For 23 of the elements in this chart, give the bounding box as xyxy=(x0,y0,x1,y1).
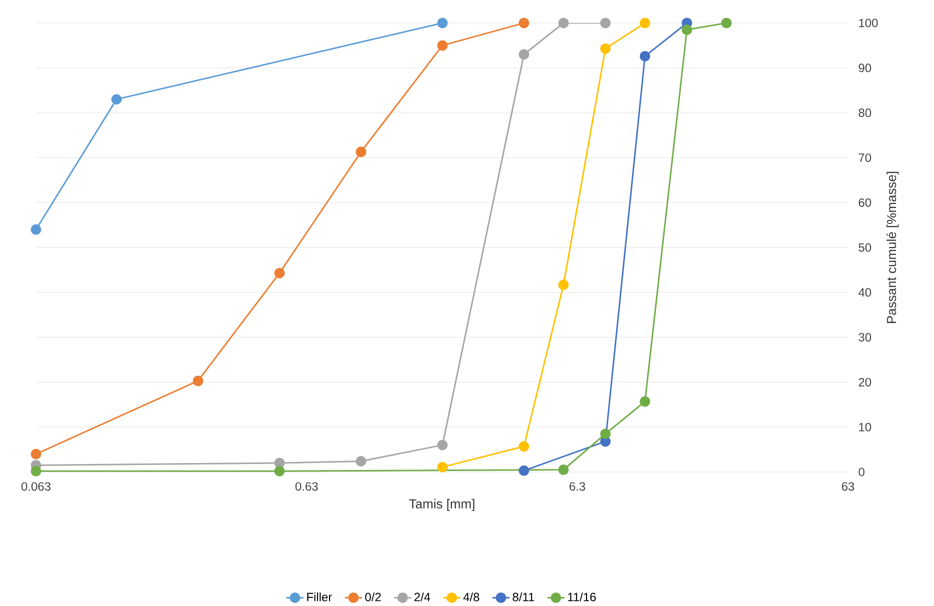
legend-label: 4/8 xyxy=(463,592,480,602)
x-tick-label: 6.3 xyxy=(570,482,586,491)
y-tick-label: 30 xyxy=(858,333,872,342)
y-axis-title: Passant cumulé [%masse] xyxy=(886,172,899,324)
y-tick-label: 100 xyxy=(859,18,878,28)
x-tick-label: 0.063 xyxy=(21,482,50,491)
x-tick-label: 63 xyxy=(842,482,854,491)
x-tick-label: 0.63 xyxy=(295,482,318,491)
y-tick-label: 0 xyxy=(858,468,864,476)
y-tick-label: 10 xyxy=(859,422,872,432)
legend-label: Filler xyxy=(307,592,332,602)
y-tick-label: 60 xyxy=(858,198,872,207)
legend-label: 8/11 xyxy=(512,592,534,602)
y-tick-label: 80 xyxy=(858,108,872,118)
x-axis-title: Tamis [mm] xyxy=(409,498,474,512)
y-tick-label: 50 xyxy=(858,243,872,252)
y-tick-label: 90 xyxy=(858,64,872,72)
legend-label: 2/4 xyxy=(414,592,430,602)
legend-label: 0/2 xyxy=(365,592,381,602)
legend-label: 11/16 xyxy=(568,592,596,602)
y-tick-label: 70 xyxy=(858,153,872,162)
y-tick-label: 40 xyxy=(858,288,872,297)
y-tick-label: 20 xyxy=(858,378,872,386)
